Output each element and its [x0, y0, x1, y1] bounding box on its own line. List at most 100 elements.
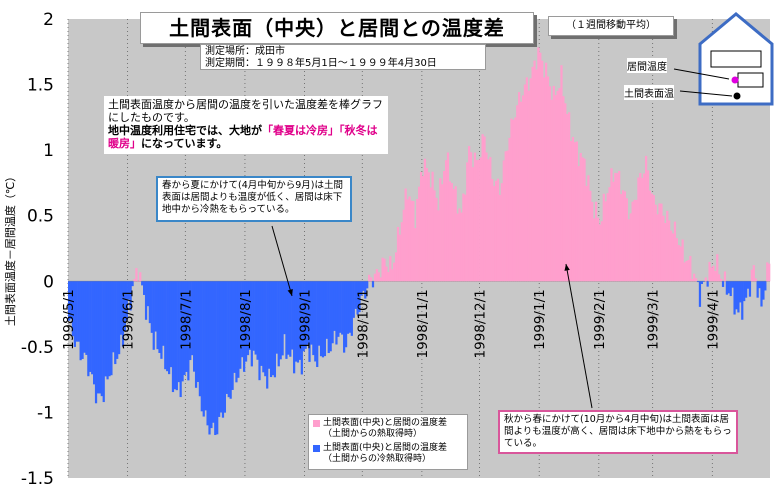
bar-day-312: [668, 220, 671, 282]
description-suffix: になっています。: [141, 137, 228, 150]
bar-day-271: [589, 190, 592, 282]
bar-day-159: [373, 273, 377, 282]
bar-day-253: [554, 95, 557, 282]
bar-day-297: [639, 172, 642, 282]
bar-day-22: [110, 281, 113, 376]
x-tick-label-5: 1998/10/1: [355, 289, 371, 358]
bar-day-89: [239, 281, 242, 369]
bar-day-44: [152, 281, 155, 350]
bar-day-157: [369, 277, 373, 282]
bar-day-266: [579, 152, 582, 282]
bar-day-317: [677, 245, 680, 282]
bar-day-249: [546, 76, 550, 282]
y-tick-label-5: -0.5: [21, 338, 54, 358]
bar-day-87: [235, 281, 238, 383]
bar-day-250: [548, 86, 552, 282]
y-tick-label-4: 0: [43, 272, 54, 292]
bar-day-256: [560, 65, 563, 282]
bar-day-361: [762, 281, 765, 300]
bar-day-63: [189, 281, 192, 361]
bar-day-118: [294, 281, 298, 362]
bar-day-236: [521, 95, 525, 282]
legend-swatch-pink: [313, 420, 320, 427]
bar-day-332: [706, 281, 709, 287]
bar-day-4: [75, 281, 78, 342]
bar-day-48: [160, 281, 163, 359]
bar-day-315: [673, 221, 677, 282]
bar-day-75: [212, 281, 215, 423]
house-upper-room: [710, 50, 762, 68]
bar-day-349: [739, 281, 742, 303]
bar-day-188: [429, 187, 432, 282]
bar-day-177: [408, 196, 411, 282]
bar-day-353: [746, 281, 750, 289]
bar-day-158: [371, 281, 375, 288]
bar-day-110: [279, 281, 282, 360]
bar-day-20: [106, 281, 109, 380]
bar-day-213: [477, 159, 480, 282]
bar-day-71: [204, 281, 207, 411]
y-tick-label-7: -1.5: [21, 469, 54, 487]
bar-day-123: [304, 281, 307, 349]
bar-day-243: [535, 69, 538, 282]
bar-day-304: [652, 195, 655, 282]
bar-day-359: [758, 281, 761, 289]
description-winter: 「秋冬は暖房」: [108, 124, 378, 150]
bar-day-39: [143, 281, 146, 295]
bar-day-68: [198, 281, 202, 397]
bar-day-330: [702, 281, 705, 282]
bar-day-90: [241, 281, 244, 358]
y-tick-label-0: 2: [43, 10, 54, 30]
bar-day-275: [596, 217, 600, 282]
bar-day-163: [381, 257, 384, 282]
bar-day-70: [202, 281, 205, 417]
bar-day-32: [129, 281, 132, 311]
bar-day-182: [418, 186, 421, 282]
bar-day-258: [564, 103, 567, 282]
bar-day-137: [331, 281, 334, 344]
bar-day-101: [262, 281, 265, 373]
floor-temp-sensor: [733, 92, 741, 100]
bar-day-26: [118, 281, 121, 355]
bar-day-224: [498, 194, 502, 282]
bar-day-201: [454, 186, 457, 282]
bar-day-262: [571, 136, 575, 282]
bar-day-199: [450, 183, 453, 282]
bar-day-212: [475, 160, 478, 282]
bar-day-105: [269, 281, 273, 378]
bar-day-47: [158, 281, 161, 353]
bar-day-226: [502, 160, 505, 282]
bar-day-35: [135, 268, 138, 282]
bar-day-334: [710, 267, 713, 282]
bar-day-148: [352, 281, 355, 318]
bar-day-54: [171, 281, 175, 393]
bar-day-302: [648, 190, 652, 282]
bar-day-30: [125, 281, 128, 321]
annotation-arrow-autumn: [565, 263, 593, 409]
bar-day-74: [210, 281, 213, 429]
bar-day-257: [562, 96, 565, 282]
bar-day-111: [281, 281, 284, 356]
bar-day-181: [416, 199, 419, 282]
bar-day-284: [614, 172, 617, 282]
bar-day-251: [550, 99, 553, 282]
chart-subtitle: （１週間移動平均）: [548, 16, 674, 36]
bar-day-291: [627, 219, 630, 282]
bar-day-363: [766, 262, 769, 282]
bar-day-192: [437, 210, 440, 282]
bar-day-195: [443, 170, 446, 282]
bar-day-171: [396, 226, 400, 282]
bar-day-112: [283, 281, 286, 335]
bar-day-176: [406, 199, 409, 282]
bar-day-81: [223, 281, 227, 413]
bar-day-61: [185, 281, 188, 372]
legend: 土間表面(中央)と居間の温度差 （土間からの熱取得時） 土間表面(中央)と居間の温…: [308, 414, 468, 470]
bar-day-215: [481, 134, 484, 282]
bar-day-205: [462, 193, 465, 282]
bar-day-261: [569, 140, 573, 282]
bar-day-121: [300, 281, 303, 375]
x-tick-label-3: 1998/8/1: [238, 289, 254, 350]
bar-day-340: [721, 281, 725, 287]
bar-day-64: [191, 281, 194, 356]
bar-day-335: [712, 265, 715, 282]
